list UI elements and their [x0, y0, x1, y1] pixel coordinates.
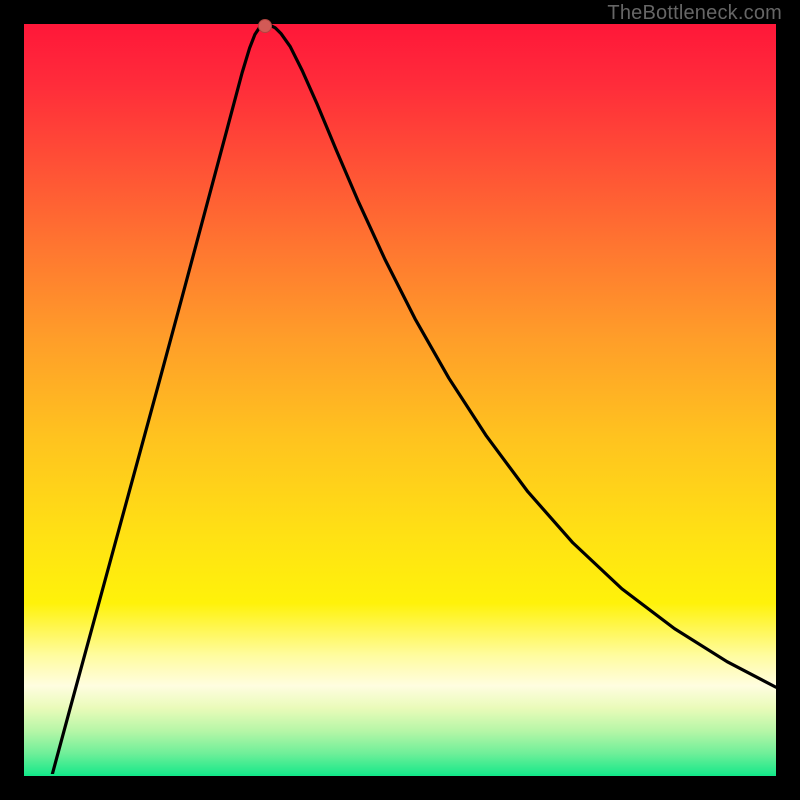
bottleneck-curve — [52, 25, 776, 776]
curve-svg — [24, 24, 776, 776]
min-marker-icon — [258, 19, 272, 33]
bottom-edge — [24, 774, 776, 776]
plot-area — [24, 24, 776, 776]
watermark-text: TheBottleneck.com — [607, 2, 782, 25]
